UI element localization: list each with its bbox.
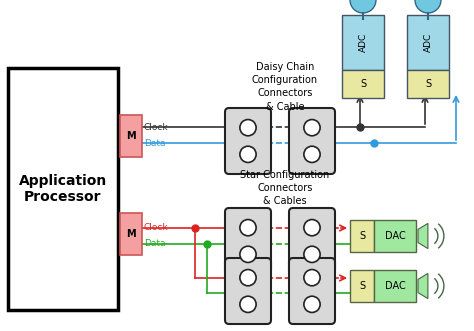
Text: DAC: DAC [384, 281, 405, 291]
Circle shape [415, 0, 441, 13]
Text: Data: Data [144, 240, 165, 249]
Bar [350, 220, 374, 252]
FancyBboxPatch shape [225, 208, 271, 274]
FancyBboxPatch shape [225, 258, 271, 324]
Circle shape [240, 219, 256, 236]
Text: ADC: ADC [358, 33, 367, 52]
Circle shape [240, 269, 256, 286]
Text: Data: Data [144, 138, 165, 148]
Bar [342, 70, 384, 98]
Text: S: S [359, 231, 365, 241]
Polygon shape [418, 223, 428, 249]
Circle shape [240, 119, 256, 136]
Text: Application
Processor: Application Processor [19, 174, 107, 204]
Circle shape [304, 296, 320, 312]
Bar [120, 115, 142, 157]
Text: DAC: DAC [384, 231, 405, 241]
Text: S: S [425, 79, 431, 89]
Circle shape [304, 246, 320, 262]
FancyBboxPatch shape [289, 258, 335, 324]
FancyBboxPatch shape [225, 108, 271, 174]
FancyBboxPatch shape [289, 208, 335, 274]
Bar [374, 270, 416, 302]
Bar [407, 15, 449, 70]
Circle shape [304, 269, 320, 286]
Circle shape [240, 296, 256, 312]
Circle shape [304, 119, 320, 136]
Bar [342, 15, 384, 70]
Bar [407, 70, 449, 98]
Text: S: S [359, 281, 365, 291]
Text: Daisy Chain
Configuration
Connectors
& Cable: Daisy Chain Configuration Connectors & C… [252, 62, 318, 112]
Circle shape [304, 146, 320, 163]
Bar [374, 220, 416, 252]
FancyBboxPatch shape [289, 108, 335, 174]
Circle shape [240, 246, 256, 262]
Text: M: M [126, 131, 136, 141]
Text: S: S [360, 79, 366, 89]
Text: Star Configuration
Connectors
& Cables: Star Configuration Connectors & Cables [240, 170, 329, 207]
Circle shape [240, 146, 256, 163]
Circle shape [350, 0, 376, 13]
Text: ADC: ADC [423, 33, 432, 52]
Bar [120, 213, 142, 255]
Polygon shape [418, 273, 428, 299]
Text: Clock: Clock [144, 223, 169, 232]
Text: Clock: Clock [144, 122, 169, 131]
Text: M: M [126, 229, 136, 239]
Bar [350, 270, 374, 302]
Circle shape [304, 219, 320, 236]
Bar [8, 68, 118, 310]
